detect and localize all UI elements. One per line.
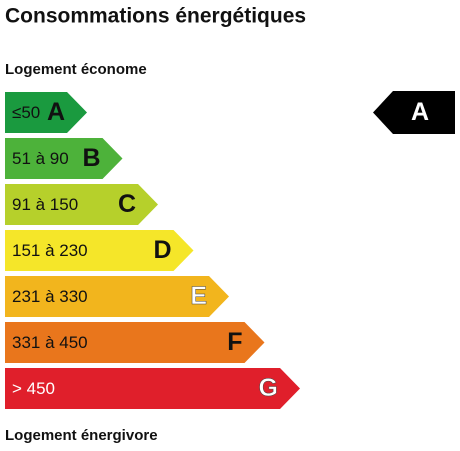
class-bar — [5, 368, 300, 409]
rating-arrow — [373, 91, 455, 134]
title: Consommations énergétiques — [5, 5, 306, 28]
class-range: 331 à 450 — [12, 333, 88, 352]
class-bar — [5, 276, 229, 317]
class-range: 51 à 90 — [12, 149, 69, 168]
class-letter: C — [118, 190, 136, 218]
top-label: Logement économe — [5, 61, 147, 78]
class-bar — [5, 138, 123, 179]
class-bar — [5, 230, 194, 271]
class-letter: E — [190, 282, 207, 310]
class-letter: B — [82, 144, 100, 172]
class-range: ≤50 — [12, 103, 40, 122]
class-range: > 450 — [12, 379, 55, 398]
class-bar — [5, 322, 265, 363]
class-range: 231 à 330 — [12, 287, 88, 306]
class-bar — [5, 184, 158, 225]
class-bar — [5, 92, 87, 133]
rating-letter: A — [411, 98, 429, 126]
class-letter: F — [227, 328, 242, 356]
class-range: 91 à 150 — [12, 195, 78, 214]
class-letter: G — [259, 374, 278, 402]
class-range: 151 à 230 — [12, 241, 88, 260]
class-letter: D — [153, 236, 171, 264]
bottom-label: Logement énergivore — [5, 427, 158, 444]
class-letter: A — [47, 98, 65, 126]
